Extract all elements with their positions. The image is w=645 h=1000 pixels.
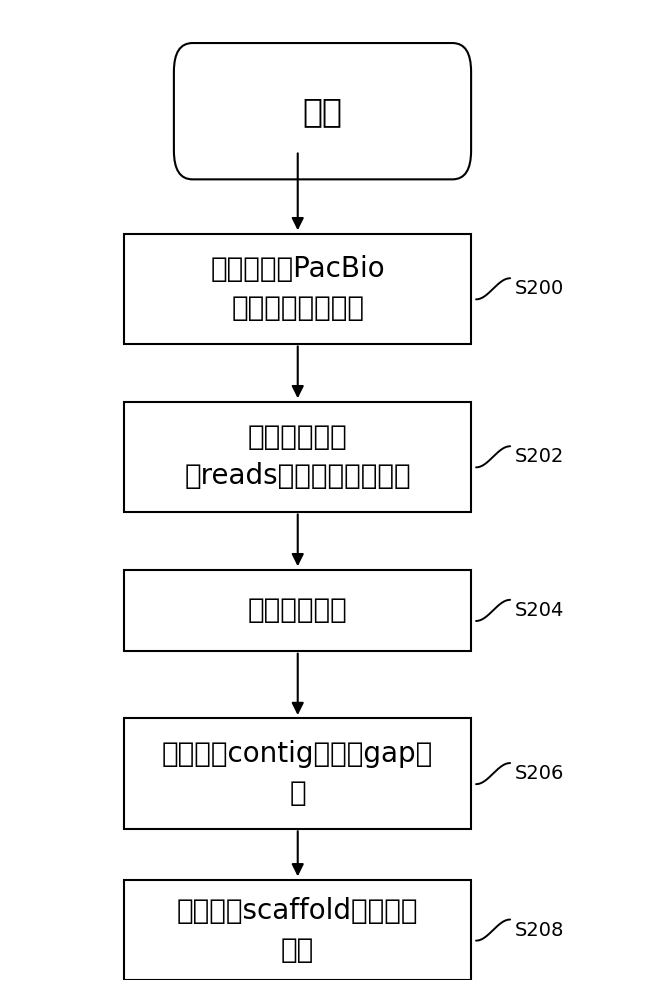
Text: S206: S206 — [515, 764, 564, 783]
Bar — [124, 880, 471, 980]
Text: 得到更长scaffold的基因组
版本: 得到更长scaffold的基因组 版本 — [177, 897, 419, 964]
Bar — [124, 234, 471, 344]
Bar — [124, 402, 471, 512]
Text: S204: S204 — [515, 601, 564, 620]
Text: S208: S208 — [515, 921, 564, 940]
Text: 使用比对软件
将reads比对到参考基因组: 使用比对软件 将reads比对到参考基因组 — [184, 423, 411, 490]
Bar — [124, 718, 471, 829]
Text: 对所有三代PacBio
测序数据进行拆分: 对所有三代PacBio 测序数据进行拆分 — [210, 255, 385, 322]
Bar — [124, 570, 471, 651]
Text: S200: S200 — [515, 279, 564, 298]
Text: S202: S202 — [515, 447, 564, 466]
Text: 合并比对结果: 合并比对结果 — [248, 596, 348, 624]
FancyBboxPatch shape — [174, 43, 471, 179]
Text: 计算两个contig之间的gap距
离: 计算两个contig之间的gap距 离 — [162, 740, 433, 807]
Text: 开始: 开始 — [303, 95, 342, 128]
